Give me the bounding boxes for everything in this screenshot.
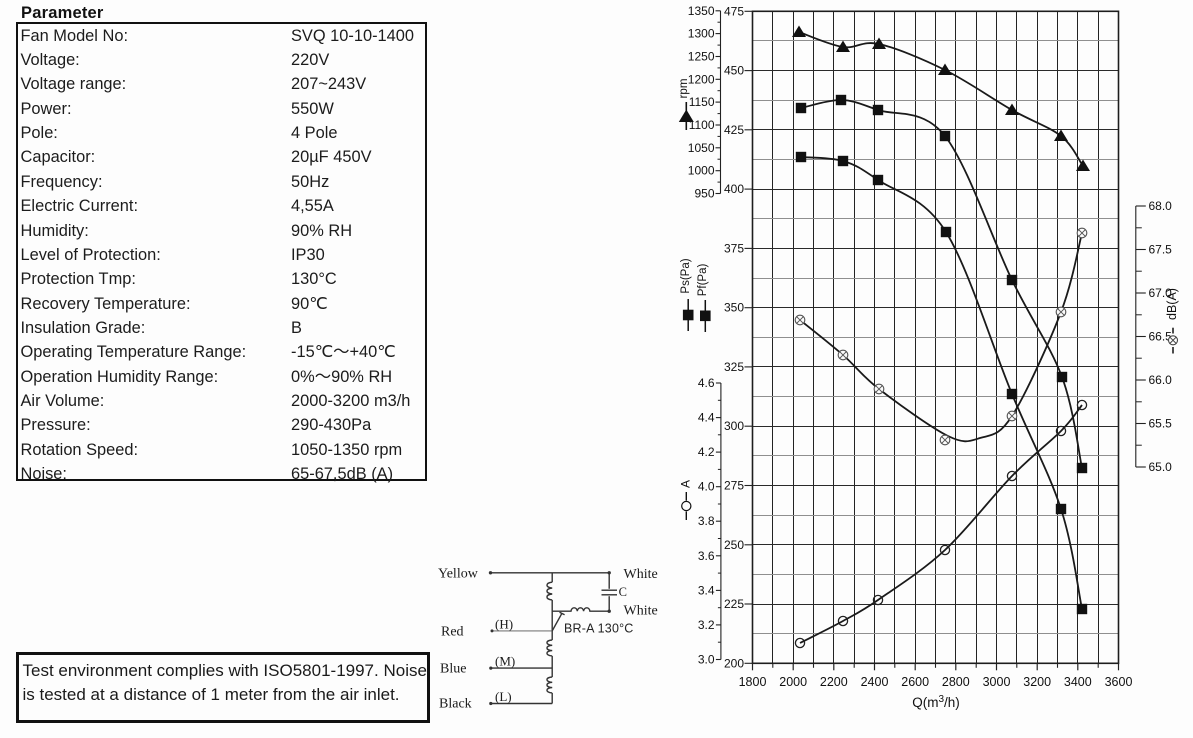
svg-text:Red: Red [441, 625, 464, 640]
svg-text:1150: 1150 [689, 95, 715, 109]
svg-text:Blue: Blue [440, 662, 466, 677]
svg-text:65.0: 65.0 [1149, 460, 1173, 474]
svg-text:1800: 1800 [739, 675, 767, 689]
svg-text:425: 425 [724, 123, 744, 137]
svg-text:66.0: 66.0 [1149, 373, 1173, 387]
svg-text:350: 350 [724, 301, 744, 315]
svg-text:Pf(Pa): Pf(Pa) [697, 264, 709, 297]
svg-text:300: 300 [724, 419, 744, 433]
svg-text:Black: Black [439, 697, 472, 712]
svg-text:475: 475 [724, 4, 744, 18]
svg-text:4.6: 4.6 [698, 376, 715, 390]
svg-text:275: 275 [724, 479, 744, 493]
svg-text:A: A [679, 480, 693, 488]
svg-text:1250: 1250 [688, 50, 715, 64]
svg-text:3.6: 3.6 [698, 549, 715, 563]
svg-text:1000: 1000 [688, 164, 715, 178]
svg-text:(M): (M) [495, 654, 515, 669]
svg-text:White: White [624, 567, 658, 582]
svg-text:1100: 1100 [689, 118, 715, 132]
svg-text:3.8: 3.8 [698, 514, 715, 528]
svg-text:2800: 2800 [942, 675, 970, 689]
svg-text:250: 250 [724, 538, 744, 552]
svg-text:3000: 3000 [983, 675, 1011, 689]
svg-text:65.5: 65.5 [1149, 417, 1173, 431]
svg-text:rpm: rpm [678, 79, 690, 99]
svg-text:3.4: 3.4 [698, 583, 715, 597]
svg-text:Ps(Pa): Ps(Pa) [680, 258, 692, 293]
svg-text:400: 400 [724, 182, 744, 196]
svg-text:2600: 2600 [901, 675, 929, 689]
svg-text:2200: 2200 [820, 675, 848, 689]
svg-text:67.0: 67.0 [1149, 286, 1173, 300]
svg-text:3.2: 3.2 [698, 618, 715, 632]
svg-text:3400: 3400 [1064, 675, 1092, 689]
svg-text:3600: 3600 [1105, 675, 1133, 689]
svg-text:325: 325 [724, 360, 744, 374]
svg-text:BR-A 130°C: BR-A 130°C [564, 622, 634, 636]
svg-text:Q(m3/h): Q(m3/h) [912, 694, 960, 710]
svg-text:dB(A): dB(A) [1165, 288, 1179, 320]
svg-text:68.0: 68.0 [1149, 199, 1173, 213]
svg-text:375: 375 [724, 241, 744, 255]
svg-text:3200: 3200 [1023, 675, 1051, 689]
svg-text:White: White [624, 604, 658, 619]
svg-text:2000: 2000 [779, 675, 807, 689]
svg-text:450: 450 [724, 64, 744, 78]
svg-text:C: C [619, 585, 627, 599]
svg-text:200: 200 [724, 656, 744, 670]
svg-text:2400: 2400 [861, 675, 889, 689]
svg-text:4.2: 4.2 [698, 445, 715, 459]
svg-text:66.5: 66.5 [1149, 330, 1173, 344]
svg-text:(L): (L) [495, 689, 512, 704]
svg-text:(H): (H) [495, 617, 513, 632]
svg-text:Yellow: Yellow [438, 567, 479, 582]
svg-text:4.0: 4.0 [698, 480, 715, 494]
svg-text:1050: 1050 [688, 141, 715, 155]
svg-text:67.5: 67.5 [1149, 243, 1173, 257]
svg-text:1350: 1350 [688, 4, 715, 18]
svg-text:3.0: 3.0 [698, 653, 715, 667]
svg-text:225: 225 [724, 597, 744, 611]
svg-text:4.4: 4.4 [698, 411, 715, 425]
svg-text:950: 950 [694, 187, 714, 201]
svg-text:1300: 1300 [688, 27, 715, 41]
svg-text:1200: 1200 [688, 72, 715, 86]
